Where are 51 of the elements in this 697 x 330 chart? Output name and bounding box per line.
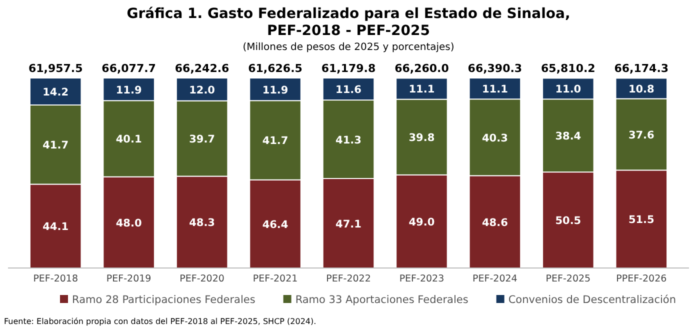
data-label: 40.3	[482, 132, 508, 144]
data-label: 41.7	[262, 135, 288, 148]
data-label: 38.4	[555, 130, 582, 143]
data-label: 39.7	[189, 134, 216, 146]
data-label: 51.5	[628, 214, 654, 226]
data-label: 37.6	[628, 129, 654, 142]
annotation: 66,174.3	[614, 62, 669, 75]
data-label: 48.3	[189, 217, 216, 230]
x-tick-label: PEF-2021	[252, 273, 298, 284]
data-label: 11.0	[555, 84, 582, 96]
x-tick-label: PEF-2020	[180, 273, 224, 284]
data-label: 46.4	[262, 218, 288, 231]
x-tick-label: PPEF-2026	[616, 273, 667, 284]
data-label: 41.7	[42, 140, 69, 152]
x-tick-label: PEF-2022	[326, 273, 371, 284]
data-label: 11.1	[408, 84, 435, 96]
legend-label: Ramo 28 Participaciones Federales	[72, 294, 256, 306]
legend-label: Convenios de Descentralización	[508, 294, 676, 306]
data-label: 44.1	[42, 221, 69, 234]
data-label: 11.1	[482, 84, 508, 96]
chart-title: Gráfica 1. Gasto Federalizado para el Estado de Sinaloa, PEF-2018 - PEF-2025	[126, 6, 570, 39]
annotation: 65,810.2	[541, 62, 596, 75]
data-label: 11.6	[336, 84, 362, 96]
chart-subtitle: (Millones de pesos de 2025 y porcentajes)	[242, 42, 454, 53]
annotation: 61,957.5	[28, 62, 83, 75]
annotation: 66,077.7	[102, 62, 156, 75]
x-tick-label: PEF-2025	[546, 273, 591, 284]
annotation: 61,179.8	[321, 62, 376, 75]
source-note: Fuente: Elaboración propia con datos del PEF-2018 al PEF-2025, SHCP (2024).	[4, 317, 316, 326]
data-label: 48.0	[116, 217, 142, 230]
annotation: 66,390.3	[468, 62, 522, 75]
x-tick-label: PEF-2018	[33, 273, 78, 284]
data-label: 48.6	[482, 216, 508, 229]
data-label: 50.5	[555, 215, 582, 228]
data-label: 47.1	[336, 218, 362, 230]
x-tick-label: PEF-2024	[472, 273, 518, 284]
data-label: 11.9	[262, 84, 288, 96]
data-label: 41.3	[336, 134, 362, 146]
data-label: 49.0	[408, 216, 435, 228]
x-tick-label: PEF-2023	[399, 273, 444, 284]
data-label: 11.9	[116, 84, 142, 96]
data-label: 12.0	[189, 84, 216, 96]
legend-label: Ramo 33 Aportaciones Federales	[295, 294, 468, 306]
annotation: 66,260.0	[394, 62, 450, 75]
data-label: 14.2	[42, 86, 69, 98]
data-label: 10.8	[628, 83, 654, 96]
data-label: 39.8	[408, 132, 435, 144]
annotation: 66,242.6	[174, 62, 230, 75]
x-tick-label: PEF-2019	[106, 273, 152, 284]
annotation: 61,626.5	[248, 62, 302, 75]
data-label: 40.1	[116, 134, 142, 146]
